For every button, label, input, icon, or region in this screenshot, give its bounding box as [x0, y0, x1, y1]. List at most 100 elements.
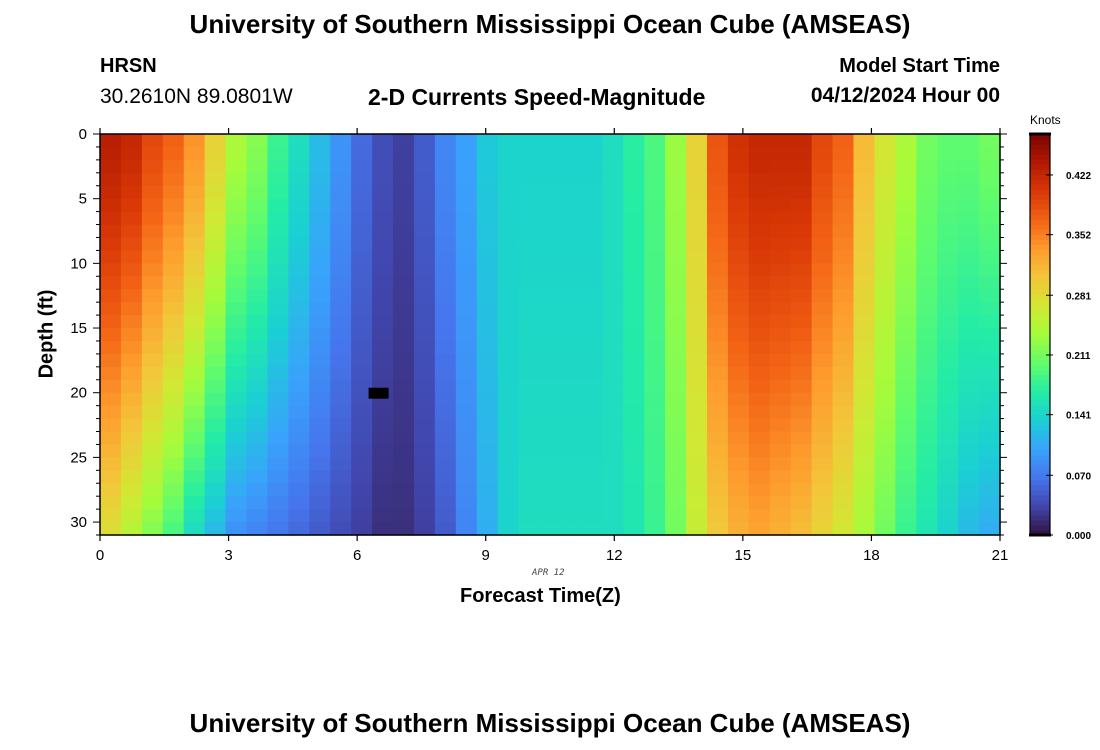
heatmap-cell [351, 470, 373, 484]
heatmap-cell [393, 276, 415, 290]
heatmap-cell [853, 289, 876, 303]
heatmap-cell [706, 146, 729, 161]
heatmap-cell [790, 289, 813, 303]
heatmap-cell [100, 457, 122, 471]
heatmap-cell [958, 392, 980, 407]
heatmap-cell [686, 263, 708, 277]
heatmap-cell [288, 237, 310, 252]
heatmap-cell [790, 522, 813, 536]
heatmap-cell [665, 237, 687, 252]
heatmap-cell [895, 509, 917, 523]
heatmap-cell [832, 444, 855, 458]
colorbar-segment [1030, 294, 1050, 301]
heatmap-cell [518, 263, 541, 277]
heatmap-cell [790, 250, 813, 264]
heatmap-cell [895, 353, 917, 368]
heatmap-cell [413, 289, 436, 303]
heatmap-cell [393, 444, 415, 458]
heatmap-cell [351, 224, 373, 239]
heatmap-cell [246, 237, 269, 252]
heatmap-cell [623, 522, 645, 536]
heatmap-cell [497, 185, 520, 200]
heatmap-cell [581, 315, 603, 329]
heatmap-cell [958, 457, 980, 471]
heatmap-cell [162, 263, 185, 277]
heatmap-cell [665, 366, 687, 381]
heatmap-cell [748, 198, 771, 213]
heatmap-cell [748, 263, 771, 277]
heatmap-cell [748, 522, 771, 536]
heatmap-cell [351, 211, 373, 226]
heatmap-cell [979, 263, 1001, 277]
heatmap-cell [100, 328, 122, 342]
heatmap-cell [602, 302, 624, 316]
heatmap-cell [811, 276, 834, 290]
heatmap-cell [518, 289, 541, 303]
heatmap-cell [413, 250, 436, 264]
colorbar-tick-label: 0.070 [1066, 471, 1091, 482]
heatmap-cell [581, 302, 603, 316]
heatmap-cell [874, 496, 896, 510]
heatmap-cell [686, 276, 708, 290]
heatmap-cell [434, 198, 457, 213]
heatmap-cell [769, 328, 792, 342]
heatmap-cell [706, 159, 729, 174]
heatmap-cell [853, 509, 876, 523]
heatmap-cell [204, 405, 227, 420]
heatmap-cell [225, 134, 248, 148]
heatmap-cell [790, 302, 813, 316]
heatmap-cell [372, 211, 394, 226]
heatmap-cell [476, 172, 499, 187]
heatmap-cell [874, 134, 896, 148]
heatmap-cell [309, 353, 331, 368]
heatmap-cell [706, 211, 729, 226]
heatmap-cell [979, 185, 1001, 200]
heatmap-cell [100, 302, 122, 316]
heatmap-cell [706, 483, 729, 497]
heatmap-cell [895, 159, 917, 174]
heatmap-cell [748, 224, 771, 239]
heatmap-cell [727, 263, 750, 277]
heatmap-cell [183, 509, 206, 523]
heatmap-cell [246, 470, 269, 484]
heatmap-cell [602, 315, 624, 329]
heatmap-cell [979, 353, 1001, 368]
heatmap-cell [141, 405, 164, 420]
heatmap-cell [895, 302, 917, 316]
heatmap-cell [644, 431, 666, 446]
heatmap-cell [372, 237, 394, 252]
heatmap-cell [288, 496, 310, 510]
heatmap-cell [162, 405, 185, 420]
heatmap-cell [372, 444, 394, 458]
heatmap-cell [832, 224, 855, 239]
heatmap-cell [204, 431, 227, 446]
heatmap-cell [100, 470, 122, 484]
heatmap-cell [811, 263, 834, 277]
heatmap-cell [895, 211, 917, 226]
colorbar-segment [1030, 339, 1050, 346]
heatmap-cell [769, 405, 792, 420]
colorbar-segment [1030, 354, 1050, 361]
heatmap-cell [183, 224, 206, 239]
heatmap-cell [372, 159, 394, 174]
heatmap-cell [811, 483, 834, 497]
heatmap-cell [811, 224, 834, 239]
heatmap-cell [393, 483, 415, 497]
heatmap-cell [476, 340, 499, 355]
heatmap-cell [162, 211, 185, 226]
heatmap-cell [937, 315, 959, 329]
heatmap-cell [518, 379, 541, 394]
heatmap-cell [895, 146, 917, 161]
heatmap-cell [267, 250, 289, 264]
heatmap-cell [560, 302, 582, 316]
heatmap-cell [727, 185, 750, 200]
heatmap-cell [393, 172, 415, 187]
heatmap-cell [895, 392, 917, 407]
colorbar: 0.000 0.070 0.141 0.211 0.281 0.352 0.422 [1029, 132, 1091, 542]
min-speed-marker [368, 387, 389, 399]
heatmap-cell [979, 146, 1001, 161]
heatmap-cell [204, 224, 227, 239]
heatmap-cell [351, 353, 373, 368]
colorbar-segment [1030, 299, 1050, 306]
